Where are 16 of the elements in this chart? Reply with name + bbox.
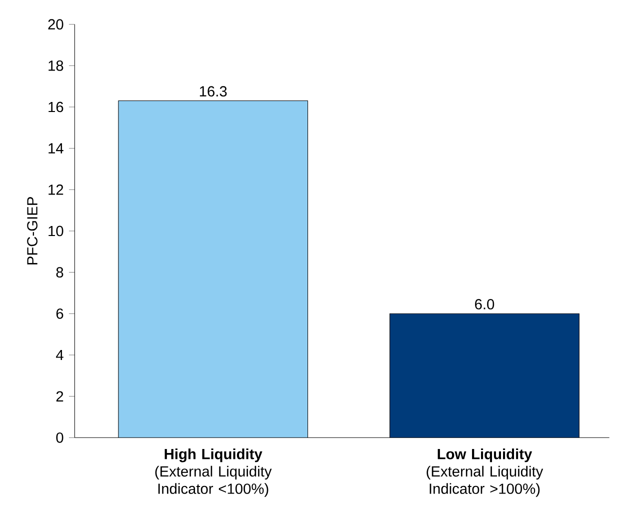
y-tick-label: 2 (56, 391, 64, 402)
y-tick-label: 4 (56, 350, 64, 360)
data-label: 16.3 (200, 86, 227, 97)
y-tick-label: 6 (56, 308, 64, 319)
y-axis-title: PFC-GIEP (27, 197, 38, 264)
y-tick-label: 16 (48, 102, 64, 112)
y-tick-label: 18 (48, 60, 64, 71)
y-tick-label: 0 (56, 432, 64, 443)
y-tick-label: 14 (48, 143, 64, 154)
data-label: 6.0 (475, 299, 494, 310)
x-tick-label: High Liquidity (External Liquidity Indicator <100%) (155, 448, 272, 497)
x-tick-label: Low Liquidity (External Liquidity Indicator >100%) (426, 448, 544, 497)
y-tick-label: 10 (48, 226, 64, 236)
y-tick-label: 20 (48, 19, 64, 30)
y-tick-label: 12 (48, 184, 64, 195)
y-tick-label: 8 (56, 267, 64, 278)
